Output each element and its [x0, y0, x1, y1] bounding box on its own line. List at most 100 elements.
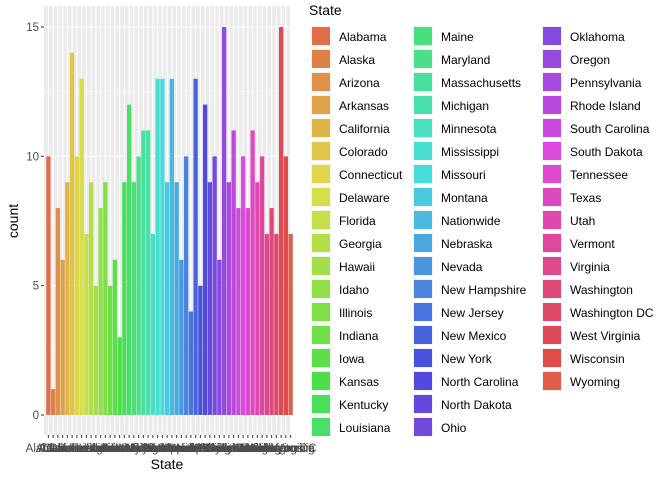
legend-swatch-new-mexico [414, 326, 432, 344]
legend-swatch-wyoming [543, 372, 561, 390]
bar-wyoming [288, 233, 293, 415]
legend-label-massachusetts: Massachusetts [441, 76, 521, 90]
x-tick-label: Washington [241, 443, 301, 455]
legend-label-new-york: New York [441, 352, 493, 366]
bar-kansas [117, 337, 122, 415]
legend-swatch-tennessee [543, 165, 561, 183]
x-tick-label: New Mexico [164, 443, 227, 455]
legend-label-idaho: Idaho [339, 283, 369, 297]
x-tick-label: Pennsylvania [195, 443, 264, 455]
x-tick-label: Georgia [71, 443, 113, 455]
bar-west-virginia [278, 27, 284, 415]
bar-new-hampshire [183, 156, 189, 416]
legend-label-nebraska: Nebraska [441, 237, 493, 251]
bar-delaware [79, 78, 84, 415]
x-tick-label: Arkansas [39, 443, 87, 455]
bar-arkansas [60, 259, 65, 415]
bar-missouri [160, 78, 165, 415]
legend-swatch-arkansas [312, 96, 330, 114]
legend-swatch-south-dakota [543, 142, 561, 160]
legend-label-georgia: Georgia [339, 237, 382, 251]
legend-swatch-new-york [414, 349, 432, 367]
legend-swatch-michigan [414, 96, 432, 114]
x-tick-label: Alabama [26, 443, 72, 455]
legend-swatch-massachusetts [414, 73, 432, 91]
legend-label-washington-dc: Washington DC [570, 306, 654, 320]
legend-label-south-dakota: South Dakota [570, 145, 643, 159]
legend-swatch-hawaii [312, 257, 330, 275]
bar-maine [131, 182, 137, 415]
bar-washington [269, 208, 274, 415]
bar-ohio [212, 156, 217, 416]
legend-swatch-north-dakota [414, 395, 432, 413]
legend-swatch-wisconsin [543, 349, 561, 367]
x-tick-label: New Hampshire [145, 443, 227, 455]
bar-hawaii [93, 285, 99, 415]
bar-nationwide [169, 78, 175, 415]
bar-michigan [145, 130, 151, 415]
legend-swatch-virginia [543, 257, 561, 275]
legend-label-kentucky: Kentucky [339, 398, 388, 412]
x-tick-label: Colorado [49, 443, 96, 455]
bar-idaho [98, 208, 103, 415]
bar-texas [250, 130, 255, 415]
legend-swatch-georgia [312, 234, 330, 252]
legend-swatch-montana [414, 188, 432, 206]
y-axis: 0 5 10 15 [26, 22, 44, 422]
legend-label-nevada: Nevada [441, 260, 483, 274]
bar-indiana [107, 285, 113, 415]
legend-label-florida: Florida [339, 214, 376, 228]
bar-south-dakota [240, 156, 246, 416]
bar-rhode-island [231, 130, 236, 415]
legend-label-south-carolina: South Carolina [570, 122, 650, 136]
x-tick-label: Tennessee [220, 443, 276, 455]
x-tick-label: Mississippi [130, 443, 186, 455]
legend-swatch-new-jersey [414, 303, 432, 321]
x-tick-label: Oklahoma [193, 443, 246, 455]
legend-swatch-connecticut [312, 165, 330, 183]
x-tick-label: South Dakota [208, 443, 278, 455]
x-tick-label: Idaho [86, 443, 115, 455]
x-tick-label: South Carolina [200, 443, 277, 455]
bar-maryland [136, 156, 141, 416]
bar-wisconsin [283, 156, 289, 416]
x-tick-label: Massachusetts [105, 443, 182, 455]
x-tick-label: Nevada [162, 443, 202, 455]
x-tick-label: Washington DC [236, 443, 316, 455]
bar-connecticut [74, 156, 80, 416]
legend-swatch-washington [543, 280, 561, 298]
legend-label-connecticut: Connecticut [339, 168, 403, 182]
bar-south-carolina [236, 208, 241, 415]
x-tick-label: Utah [245, 443, 269, 455]
bar-minnesota [150, 233, 156, 415]
legend-swatch-oregon [543, 50, 561, 68]
bar-arizona [55, 208, 61, 415]
y-axis-title: count [5, 204, 21, 238]
x-tick-label: New York [176, 443, 225, 455]
x-tick-label: Vermont [241, 443, 285, 455]
legend-swatch-kansas [312, 372, 330, 390]
legend-swatch-mississippi [414, 142, 432, 160]
legend-label-tennessee: Tennessee [570, 168, 628, 182]
legend-label-alabama: Alabama [339, 30, 387, 44]
legend-label-illinois: Illinois [339, 306, 372, 320]
legend-label-utah: Utah [570, 214, 595, 228]
legend-label-oklahoma: Oklahoma [570, 30, 625, 44]
legend-label-louisiana: Louisiana [339, 421, 391, 435]
y-tick-label: 10 [26, 151, 39, 163]
bar-tennessee [245, 208, 251, 415]
x-tick-label: Missouri [141, 443, 184, 455]
legend-label-oregon: Oregon [570, 53, 610, 67]
legend-swatch-colorado [312, 142, 330, 160]
legend-swatch-nationwide [414, 211, 432, 229]
legend-swatch-west-virginia [543, 326, 561, 344]
x-tick-label: Florida [69, 443, 105, 455]
legend-swatch-washington-dc [543, 303, 561, 321]
x-tick-label: Nebraska [152, 443, 202, 455]
bar-georgia [88, 182, 94, 415]
legend-label-mississippi: Mississippi [441, 145, 499, 159]
legend-title: State [309, 2, 342, 18]
legend-swatch-illinois [312, 303, 330, 321]
x-tick-label: Maine [118, 443, 149, 455]
